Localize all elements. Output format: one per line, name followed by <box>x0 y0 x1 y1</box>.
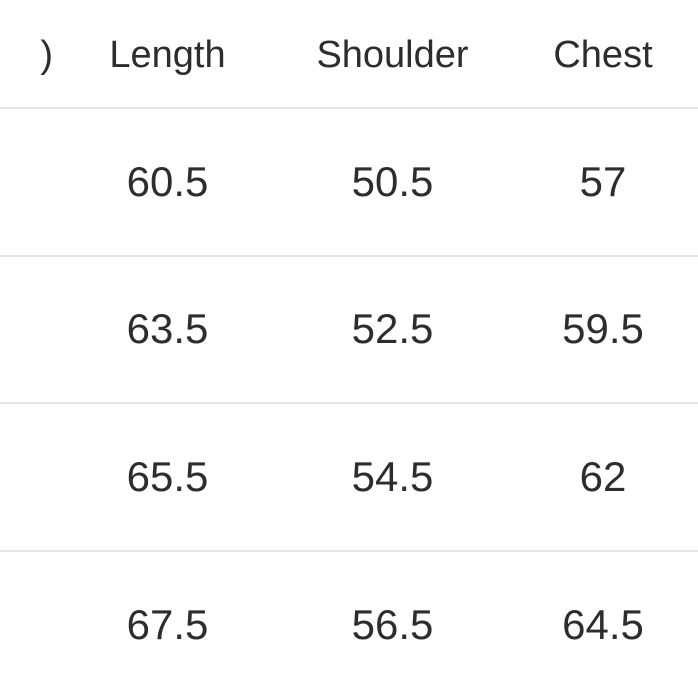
table-header-row: ) Length Shoulder Chest <box>0 0 698 108</box>
cell-chest: 64.5 <box>508 551 698 698</box>
size-table: ) Length Shoulder Chest 60.5 50.5 57 63.… <box>0 0 698 698</box>
table-row: 65.5 54.5 62 <box>0 403 698 551</box>
cell-chest: 62 <box>508 403 698 551</box>
cell-size <box>0 256 58 404</box>
cell-shoulder: 52.5 <box>277 256 508 404</box>
cell-size <box>0 403 58 551</box>
size-table-container: ) Length Shoulder Chest 60.5 50.5 57 63.… <box>0 0 698 698</box>
header-size-partial: ) <box>0 0 58 108</box>
table-row: 67.5 56.5 64.5 <box>0 551 698 698</box>
cell-chest: 59.5 <box>508 256 698 404</box>
cell-shoulder: 56.5 <box>277 551 508 698</box>
cell-shoulder: 54.5 <box>277 403 508 551</box>
cell-shoulder: 50.5 <box>277 108 508 256</box>
header-shoulder: Shoulder <box>277 0 508 108</box>
cell-chest: 57 <box>508 108 698 256</box>
cell-length: 67.5 <box>58 551 277 698</box>
cell-size <box>0 551 58 698</box>
cell-size <box>0 108 58 256</box>
table-row: 60.5 50.5 57 <box>0 108 698 256</box>
cell-length: 60.5 <box>58 108 277 256</box>
header-chest: Chest <box>508 0 698 108</box>
cell-length: 63.5 <box>58 256 277 404</box>
header-length: Length <box>58 0 277 108</box>
cell-length: 65.5 <box>58 403 277 551</box>
table-row: 63.5 52.5 59.5 <box>0 256 698 404</box>
